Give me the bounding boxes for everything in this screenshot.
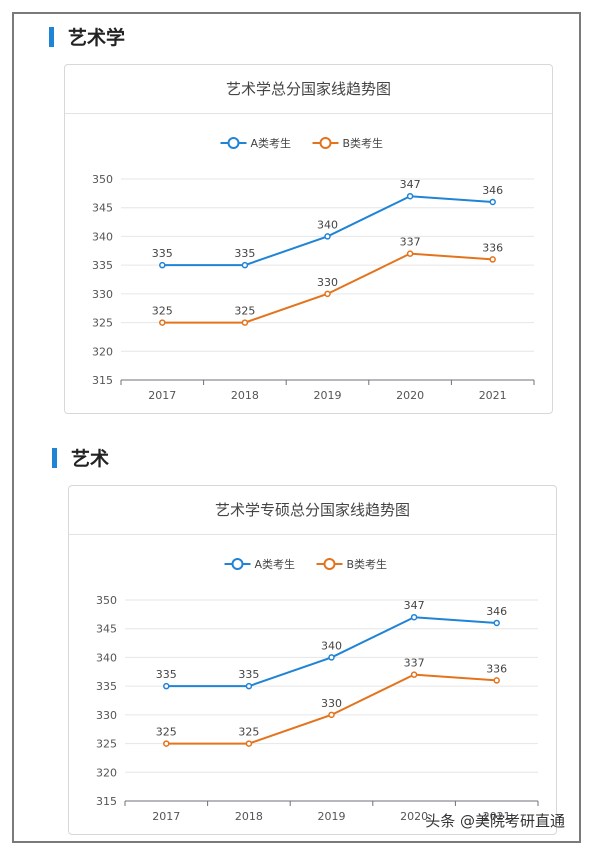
data-label: 337 (404, 657, 425, 670)
data-label: 325 (152, 305, 173, 318)
legend-label: A类考生 (251, 136, 292, 150)
x-tick-label: 2020 (400, 810, 428, 823)
x-tick-label: 2021 (483, 810, 511, 823)
line-chart-2: A类考生 B类考生 315 320 325 330 335 340 345 350 2017 2018… (96, 557, 539, 823)
x-tick-label: 2019 (318, 810, 346, 823)
data-point (410, 613, 418, 621)
chart-card-2: 艺术学专硕总分国家线趋势图 A类考生 B类考生 315 320 325 330 335 340… (68, 485, 557, 835)
y-tick-label: 320 (96, 766, 117, 779)
y-tick-label: 340 (92, 230, 113, 243)
y-tick-label: 330 (96, 709, 117, 722)
data-label: 347 (400, 178, 421, 191)
y-tick-label: 350 (92, 173, 113, 186)
data-point (241, 319, 249, 326)
y-tick-label: 320 (92, 345, 113, 358)
data-label: 347 (404, 599, 425, 612)
legend-marker (323, 558, 336, 570)
legend-item: A类考生 (224, 557, 296, 571)
data-point (493, 619, 500, 627)
data-label: 346 (482, 184, 503, 197)
y-tick-label: 345 (96, 623, 117, 636)
x-tick-label: 2017 (148, 389, 176, 402)
y-tick-label: 335 (96, 680, 117, 693)
data-point (489, 256, 496, 263)
x-tick-label: 2018 (235, 810, 263, 823)
legend-item: B类考生 (312, 136, 384, 150)
data-point (245, 740, 253, 747)
data-label: 336 (482, 241, 503, 254)
x-tick-label: 2019 (314, 389, 342, 402)
chart-card-1: 艺术学总分国家线趋势图 A类考生 B类考生 315 320 325 330 335 340 34… (64, 64, 553, 414)
y-tick-label: 315 (92, 374, 113, 387)
data-label: 336 (486, 662, 507, 675)
data-point (406, 250, 414, 257)
legend-item: A类考生 (220, 136, 292, 150)
legend-marker (227, 137, 240, 149)
data-label: 335 (238, 668, 259, 681)
x-tick-label: 2018 (231, 389, 259, 402)
data-point (328, 711, 335, 719)
data-point (163, 740, 170, 747)
data-point (159, 261, 166, 269)
y-tick-label: 315 (96, 795, 117, 808)
line-chart-1: A类考生 B类考生 315 320 325 330 335 340 345 350 2017 2018… (92, 136, 535, 402)
section-title: 艺术学 (68, 27, 126, 49)
y-tick-label: 350 (96, 594, 117, 607)
data-label: 337 (400, 236, 421, 249)
data-label: 325 (156, 726, 177, 739)
page-frame: 艺术学 艺术学总分国家线趋势图 A类考生 B类考生 315 320 325 330 335 3… (12, 12, 581, 843)
chart-title: 艺术学专硕总分国家线趋势图 (69, 486, 556, 535)
data-label: 346 (486, 605, 507, 618)
data-point (163, 682, 170, 690)
data-point (328, 654, 335, 661)
data-point (406, 192, 414, 200)
data-point (410, 671, 418, 678)
legend-label: A类考生 (255, 557, 296, 571)
data-label: 335 (234, 247, 255, 260)
y-tick-label: 345 (92, 202, 113, 215)
y-tick-label: 325 (96, 738, 117, 751)
y-tick-label: 330 (92, 288, 113, 301)
data-label: 335 (156, 668, 177, 681)
x-tick-label: 2017 (152, 810, 180, 823)
legend-marker (319, 137, 332, 149)
data-label: 340 (317, 218, 338, 231)
y-tick-label: 340 (96, 651, 117, 664)
data-label: 325 (238, 726, 259, 739)
legend-marker (231, 558, 244, 570)
legend-item: B类考生 (316, 557, 388, 571)
x-tick-label: 2021 (479, 389, 507, 402)
y-tick-label: 335 (92, 259, 113, 272)
data-point (245, 682, 253, 690)
data-label: 340 (321, 639, 342, 652)
data-point (159, 319, 166, 326)
legend-label: B类考生 (347, 557, 388, 571)
section-accent-bar (49, 26, 54, 47)
section-header-2: 艺术 (52, 444, 109, 471)
data-label: 335 (152, 247, 173, 260)
data-label: 325 (234, 305, 255, 318)
watermark-text: 头条 @美院考研直通 (425, 812, 565, 830)
chart-title: 艺术学总分国家线趋势图 (65, 65, 552, 114)
x-tick-label: 2020 (396, 389, 424, 402)
section-accent-bar (52, 447, 57, 468)
data-label: 330 (321, 697, 342, 710)
data-point (489, 198, 496, 206)
data-label: 330 (317, 276, 338, 289)
data-point (241, 261, 249, 269)
section-title: 艺术 (71, 448, 110, 470)
legend-label: B类考生 (343, 136, 384, 150)
data-point (324, 233, 331, 240)
section-header-1: 艺术学 (49, 23, 125, 50)
data-point (493, 677, 500, 684)
y-tick-label: 325 (92, 317, 113, 330)
data-point (324, 290, 331, 298)
